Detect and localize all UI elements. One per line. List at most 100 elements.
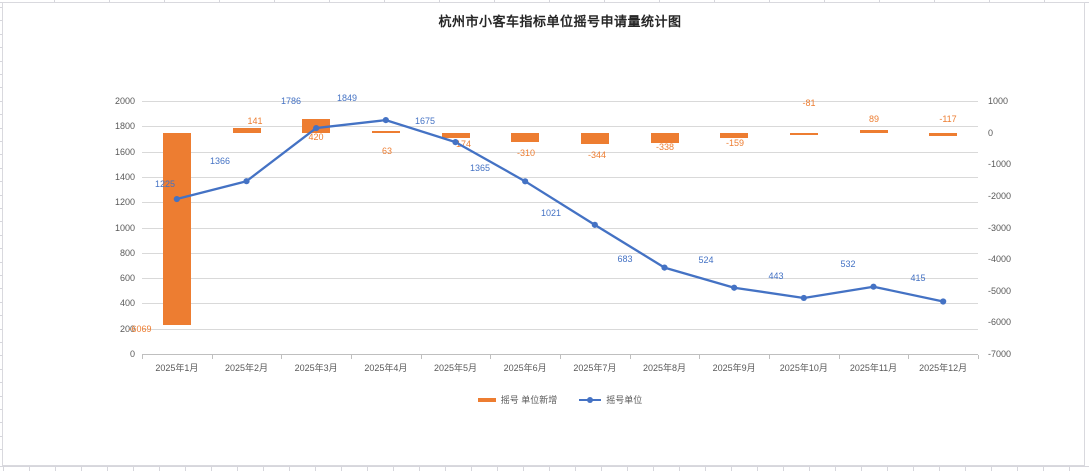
- sheet-gridline: [835, 467, 836, 471]
- sheet-gridline: [0, 288, 2, 289]
- legend-item-line-series[interactable]: 摇号单位: [579, 393, 642, 406]
- sheet-gridline: [109, 0, 110, 2]
- sheet-gridline: [659, 0, 660, 2]
- sheet-gridline: [133, 467, 134, 471]
- bar-2025年2月[interactable]: [232, 128, 261, 133]
- plot-gridline: [142, 278, 978, 280]
- sheet-gridline: [0, 436, 2, 437]
- line-point-marker[interactable]: [940, 298, 947, 305]
- x-axis-label: 2025年9月: [712, 363, 756, 373]
- y-axis-right-tick-label: -7000: [988, 349, 1012, 359]
- plot-gridline: [142, 303, 978, 305]
- sheet-gridline: [419, 467, 420, 471]
- sheet-gridline: [439, 0, 440, 2]
- sheet-gridline: [0, 195, 2, 196]
- x-axis-tick: [769, 355, 770, 359]
- y-axis-right-tick-label: -1000: [988, 159, 1012, 170]
- sheet-gridline: [913, 467, 914, 471]
- sheet-gridline: [705, 467, 706, 471]
- legend-bar-label: 摇号 单位新增: [500, 395, 558, 405]
- sheet-gridline: [263, 467, 264, 471]
- line-data-label: 1021: [540, 208, 562, 218]
- sheet-gridline: [329, 0, 330, 2]
- y-axis-right-tick-label: -3000: [988, 222, 1012, 233]
- sheet-gridline: [879, 0, 880, 2]
- bar-2025年7月[interactable]: [580, 132, 609, 144]
- plot-gridline: [142, 151, 978, 153]
- line-point-marker[interactable]: [382, 117, 389, 124]
- line-data-label: 1225: [154, 179, 176, 189]
- line-point-marker[interactable]: [243, 178, 250, 185]
- bar-2025年11月[interactable]: [859, 129, 888, 133]
- sheet-gridline: [0, 329, 2, 330]
- bar-2025年12月[interactable]: [929, 132, 958, 137]
- line-point-marker[interactable]: [313, 124, 320, 132]
- sheet-gridline: [549, 467, 550, 471]
- sheet-gridline: [0, 34, 2, 35]
- x-axis-tick: [629, 355, 631, 359]
- sheet-gridline: [0, 181, 2, 182]
- bar-2025年10月[interactable]: [789, 132, 818, 136]
- line-point-marker[interactable]: [731, 284, 738, 291]
- bar-2025年8月[interactable]: [650, 132, 679, 144]
- line-path[interactable]: [176, 118, 944, 303]
- x-axis-tick: [978, 355, 979, 359]
- line-point-marker[interactable]: [452, 139, 459, 146]
- bar-data-label: 63: [381, 146, 393, 156]
- sheet-gridline: [0, 262, 2, 263]
- x-axis-label: 2025年10月: [779, 363, 828, 373]
- sheet-gridline: [164, 0, 165, 2]
- sheet-gridline: [237, 467, 238, 471]
- sheet-gridline: [393, 467, 394, 471]
- sheet-gridline: [219, 0, 220, 2]
- sheet-gridline: [0, 74, 2, 75]
- sheet-gridline: [0, 342, 2, 343]
- legend-item-bar-series[interactable]: 摇号 单位新增: [477, 393, 558, 406]
- line-point-marker[interactable]: [800, 294, 807, 302]
- y-axis-left-tick-label: 1000: [114, 222, 135, 233]
- plot-gridline: [142, 126, 978, 128]
- sheet-gridline: [989, 0, 990, 2]
- bar-2025年4月[interactable]: [371, 130, 400, 133]
- sheet-gridline: [809, 467, 810, 471]
- bar-data-label: -174: [452, 139, 472, 149]
- bar-2025年6月[interactable]: [511, 132, 540, 143]
- bar-2025年1月[interactable]: [162, 132, 191, 325]
- x-axis-tick: [560, 355, 561, 359]
- y-axis-right-tick-label: -6000: [988, 317, 1012, 328]
- plot-gridline: [142, 227, 978, 229]
- x-axis-tick: [490, 355, 492, 359]
- chart-legend: 摇号 单位新增 摇号单位: [142, 393, 978, 406]
- bar-data-label: -310: [516, 148, 536, 158]
- line-point-marker[interactable]: [173, 195, 180, 203]
- bar-data-label: 89: [868, 114, 880, 124]
- plot-gridline: [142, 252, 978, 254]
- bar-2025年5月[interactable]: [441, 132, 470, 139]
- sheet-gridline: [0, 235, 2, 236]
- bar-2025年9月[interactable]: [720, 132, 749, 138]
- sheet-gridline: [274, 0, 275, 2]
- line-point-marker[interactable]: [522, 178, 529, 185]
- sheet-gridline: [0, 466, 1089, 467]
- sheet-gridline: [54, 0, 55, 2]
- line-point-marker[interactable]: [870, 283, 877, 290]
- line-point-marker[interactable]: [661, 264, 668, 271]
- bar-data-label: -344: [587, 150, 607, 160]
- sheet-gridline: [0, 141, 2, 142]
- y-axis-left-tick-label: 600: [119, 273, 135, 284]
- sheet-gridline: [29, 467, 30, 471]
- sheet-gridline: [81, 467, 82, 471]
- sheet-gridline: [731, 467, 732, 471]
- line-series[interactable]: [3, 3, 1089, 471]
- sheet-gridline: [934, 0, 935, 2]
- x-axis-label: 2025年12月: [919, 363, 968, 373]
- y-axis-left-tick-label: 200: [119, 323, 135, 334]
- sheet-gridline: [1017, 467, 1018, 471]
- sheet-gridline: [679, 467, 680, 471]
- bar-data-label: 141: [247, 116, 263, 126]
- sheet-gridline: [0, 302, 2, 303]
- chart-object[interactable]: 杭州市小客车指标单位摇号申请量统计图 2000 1800 1600 1400 1200 1…: [2, 2, 1085, 466]
- sheet-gridline: [0, 168, 2, 169]
- line-point-marker[interactable]: [591, 221, 598, 228]
